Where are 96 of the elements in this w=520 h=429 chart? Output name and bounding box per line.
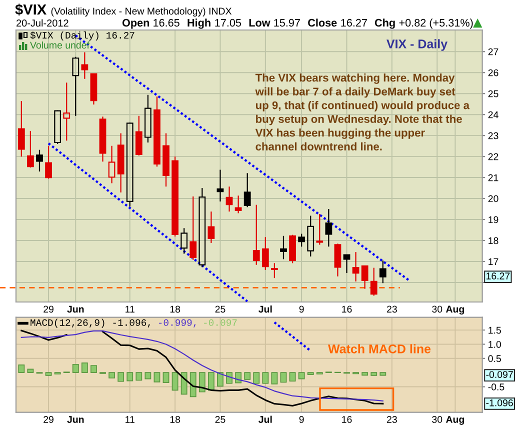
y-tick-label: 20 xyxy=(488,195,498,202)
x-tick-label: 18 xyxy=(170,416,180,423)
y-tick-label: 0.5 xyxy=(488,355,501,362)
x-tick-label: 30 xyxy=(432,306,442,313)
bar xyxy=(154,372,160,382)
x-tick-label: Jun xyxy=(67,416,84,423)
y-tick-label: 19 xyxy=(488,216,498,224)
bar xyxy=(253,372,260,384)
bar xyxy=(298,372,305,380)
x-tick-label: 11 xyxy=(126,306,134,313)
candlestick xyxy=(63,82,70,142)
annotation: Volume undef xyxy=(30,41,90,49)
y-tick-label: 17 xyxy=(488,258,498,266)
bar xyxy=(136,372,142,381)
bar xyxy=(208,372,214,391)
bar xyxy=(144,372,152,380)
candlestick xyxy=(99,116,106,162)
candlestick xyxy=(81,52,88,80)
bar xyxy=(118,372,124,382)
x-tick-label: Jun xyxy=(67,306,84,313)
bar xyxy=(126,372,134,382)
bar xyxy=(72,364,79,374)
bar xyxy=(198,372,206,392)
candlestick xyxy=(208,210,215,244)
candlestick xyxy=(226,186,233,212)
y-tick-label: 21 xyxy=(488,174,498,182)
candlestick xyxy=(216,169,224,202)
annotation: -0.097 xyxy=(486,371,513,378)
y-tick-label: 26 xyxy=(488,69,498,76)
x-tick-label: 23 xyxy=(387,416,397,423)
x-tick-label: 9 xyxy=(299,416,304,423)
y-tick-label: 18 xyxy=(488,237,498,244)
text: -0.097 xyxy=(204,319,237,326)
bar xyxy=(90,365,97,374)
text: Low 15.97 xyxy=(249,18,300,27)
chart-subtitle: 20-Jul-2012 xyxy=(16,19,68,27)
y-tick-label: 27 xyxy=(488,48,498,56)
text: Chg +0.82 (+5.31%) xyxy=(374,18,473,29)
y-tick-label: 25 xyxy=(488,90,498,98)
bar xyxy=(190,372,196,398)
y-tick-label: 24 xyxy=(488,111,498,118)
y-tick-label: -0.5 xyxy=(488,384,504,390)
bar xyxy=(280,372,287,383)
line-series xyxy=(273,321,312,352)
line-series xyxy=(47,142,248,302)
bar xyxy=(271,372,278,384)
legend-label: MACD(12,26,9) -1.096, xyxy=(30,318,150,328)
x-tick-label: Jul xyxy=(258,416,272,423)
x-tick-label: 25 xyxy=(215,306,226,313)
x-tick-label: 29 xyxy=(44,416,54,423)
bar xyxy=(172,372,178,391)
y-tick-label: 23 xyxy=(488,132,498,140)
text: Close 16.27 xyxy=(308,18,367,27)
bar xyxy=(81,362,88,374)
x-tick-label: 25 xyxy=(215,416,226,423)
x-tick-label: Aug xyxy=(446,416,464,425)
x-tick-label: 9 xyxy=(299,306,304,313)
x-tick-label: Jul xyxy=(258,305,272,313)
bar xyxy=(244,372,251,380)
bar xyxy=(370,372,378,376)
candlestick xyxy=(108,145,116,184)
bar xyxy=(45,372,52,376)
bar xyxy=(362,372,368,376)
text: Open 16.65 xyxy=(122,18,180,29)
annotation: 16.27 xyxy=(486,272,510,280)
annotation: The VIX bears watching here. Monday will be bar 7 of a daily DeMark buy set up 9, that (if continued) would produce a buy setup on Wednesday. Note that the VIX has been hugging the upper channel downtrend line. xyxy=(255,74,470,150)
y-tick-label: 1.5 xyxy=(488,326,501,334)
annotation: -1.096 xyxy=(486,399,513,406)
bar xyxy=(27,368,34,374)
x-tick-label: 11 xyxy=(126,416,134,423)
annotation: Watch MACD line xyxy=(328,344,431,354)
y-tick-label: 22 xyxy=(488,153,498,160)
x-tick-label: 23 xyxy=(387,306,397,313)
y-tick-label: 1.0 xyxy=(488,340,501,348)
bar xyxy=(162,372,170,383)
x-tick-label: 16 xyxy=(342,416,352,423)
annotation: VIX - Daily xyxy=(386,39,448,51)
x-tick-label: Aug xyxy=(446,306,464,315)
bar xyxy=(380,372,386,376)
candlestick xyxy=(325,208,332,248)
legend-label: $VIX (Daily) 16.27 xyxy=(30,31,134,41)
series-label: -0.999, xyxy=(158,319,196,328)
candlestick xyxy=(352,251,360,282)
x-tick-label: 18 xyxy=(170,306,180,313)
chart-title: $VIX (Volatility Index - New Methodology) INDX xyxy=(15,4,232,17)
bar xyxy=(18,364,25,374)
text: High 17.05 xyxy=(188,18,242,29)
candlestick xyxy=(162,132,170,188)
bar xyxy=(108,372,116,378)
x-tick-label: 30 xyxy=(432,416,442,423)
bar xyxy=(217,372,224,387)
bar xyxy=(289,372,296,382)
x-tick-label: 16 xyxy=(342,306,352,313)
bar xyxy=(262,372,269,384)
x-tick-label: 29 xyxy=(44,306,54,313)
candlestick xyxy=(117,132,124,193)
